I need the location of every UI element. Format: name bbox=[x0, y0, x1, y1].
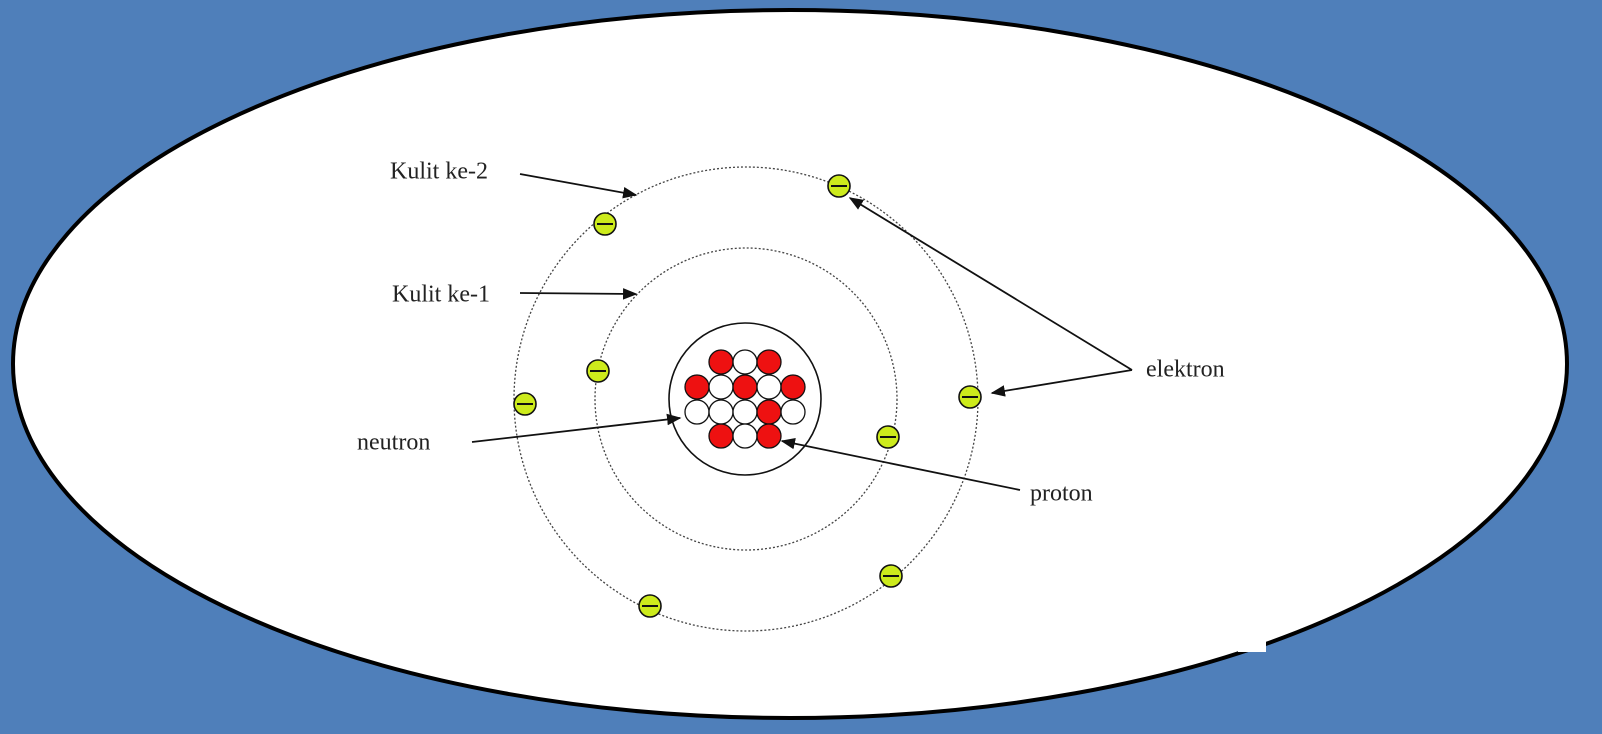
neutron bbox=[709, 400, 733, 424]
proton bbox=[709, 424, 733, 448]
neutron bbox=[781, 400, 805, 424]
arrow bbox=[520, 293, 636, 294]
neutron bbox=[733, 350, 757, 374]
neutron bbox=[757, 375, 781, 399]
proton bbox=[685, 375, 709, 399]
label: Kulit ke-2 bbox=[390, 159, 488, 185]
label: neutron bbox=[357, 430, 430, 456]
proton bbox=[733, 375, 757, 399]
neutron bbox=[709, 375, 733, 399]
label: Kulit ke-1 bbox=[392, 282, 490, 308]
proton bbox=[757, 400, 781, 424]
proton bbox=[757, 424, 781, 448]
patch bbox=[1238, 636, 1266, 652]
neutron bbox=[733, 424, 757, 448]
neutron bbox=[733, 400, 757, 424]
label: elektron bbox=[1146, 357, 1225, 383]
proton bbox=[781, 375, 805, 399]
proton bbox=[709, 350, 733, 374]
proton bbox=[757, 350, 781, 374]
label: proton bbox=[1030, 481, 1093, 507]
neutron bbox=[685, 400, 709, 424]
atom-diagram: Kulit ke-2 Kulit ke-1 elektron neutron p… bbox=[0, 0, 1602, 734]
